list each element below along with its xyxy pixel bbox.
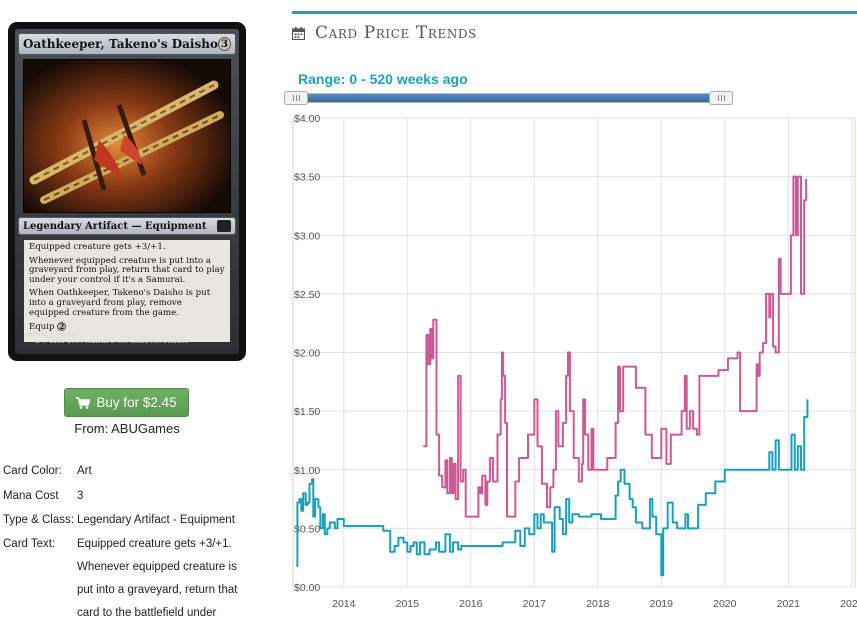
section-header: Card Price Trends [292, 23, 477, 43]
card-copyright: ™ & © 1993–2004 Wizards of the Coast, In… [27, 338, 189, 345]
y-tick-label: $4.00 [294, 113, 320, 125]
series-line-1 [423, 175, 808, 518]
x-tick-label: 2015 [396, 598, 420, 610]
y-tick-label: $1.00 [294, 465, 320, 477]
x-tick-label: 2018 [586, 598, 610, 610]
card-rule-3: When Oathkeeper, Takeno's Daisho is put … [29, 288, 211, 318]
x-tick-label: 2020 [713, 598, 737, 610]
card-rule-2: Whenever equipped creature is put into a… [29, 255, 225, 285]
card-rules-textbox: Equipped creature gets +3/+1. Whenever e… [23, 239, 231, 343]
card-title-bar: Oathkeeper, Takeno's Daisho 3 [18, 33, 236, 55]
grip-icon [717, 95, 725, 101]
y-tick-label: $0.50 [294, 523, 320, 535]
card-equip-line: Equip 2 [29, 322, 225, 333]
range-label: Range: 0 - 520 weeks ago [298, 71, 468, 87]
set-symbol-icon [217, 220, 231, 232]
card-type-bar: Legendary Artifact — Equipment [18, 217, 236, 235]
card-text-line: Equipped creature gets +3/+1. [77, 538, 232, 550]
info-label-color: Card Color: [3, 465, 62, 477]
x-tick-label: 2017 [523, 598, 547, 610]
y-tick-label: $2.00 [294, 348, 320, 360]
seller-line: From: ABUGames [74, 421, 180, 436]
card-text-line: Whenever equipped creature is [77, 561, 237, 573]
calendar-icon [292, 26, 305, 40]
info-value-color: Art [77, 465, 92, 477]
card-frame: Oathkeeper, Takeno's Daisho 3 [15, 29, 239, 354]
x-tick-label: 2016 [459, 598, 483, 610]
y-tick-label: $1.50 [294, 406, 320, 418]
card-credits: Arnie Swekel ™ & © 1993–2004 Wizards of … [27, 330, 189, 346]
card-artwork [23, 59, 231, 213]
buy-button[interactable]: Buy for $2.45 [64, 388, 189, 417]
range-slider-handle-end[interactable] [709, 91, 733, 105]
card-type-line: Legendary Artifact — Equipment [23, 220, 207, 232]
y-tick-label: $2.50 [294, 289, 320, 301]
info-value-type: Legendary Artifact - Equipment [77, 514, 235, 526]
card-rule-1: Equipped creature gets +3/+1. [29, 242, 166, 252]
section-top-rule [292, 11, 857, 14]
x-tick-label: 2014 [332, 598, 356, 610]
section-title: Card Price Trends [315, 23, 477, 43]
grip-icon [292, 95, 300, 101]
y-tick-label: $0.00 [294, 582, 320, 594]
range-slider-selection[interactable] [293, 94, 725, 102]
info-label-mana: Mana Cost [3, 490, 59, 502]
info-label-type: Type & Class: [3, 514, 74, 526]
range-slider-handle-start[interactable] [284, 91, 308, 105]
buy-button-label: Buy for $2.45 [96, 395, 177, 410]
x-tick-label: 2022 [840, 598, 857, 610]
shopping-cart-icon [76, 396, 91, 409]
x-tick-label: 2019 [650, 598, 674, 610]
card-equip-cost: 2 [57, 322, 67, 332]
series-line-2 [296, 399, 809, 577]
card-equip-label: Equip [29, 322, 55, 333]
y-tick-label: $3.00 [294, 230, 320, 242]
x-tick-label: 2021 [777, 598, 801, 610]
price-trend-chart: $0.00 $0.50 $1.00 $1.50 $2.00 $2.50 $3.00 $3.50… [292, 113, 857, 610]
card-image: Oathkeeper, Takeno's Daisho 3 [8, 22, 246, 361]
card-mana-cost: 3 [217, 37, 231, 51]
info-value-mana: 3 [77, 490, 84, 502]
card-artist: Arnie Swekel [27, 330, 79, 338]
info-label-text: Card Text: [3, 538, 56, 550]
y-tick-label: $3.50 [294, 172, 320, 184]
card-name: Oathkeeper, Takeno's Daisho [23, 37, 218, 51]
daisho-swords-illustration [24, 60, 230, 212]
card-text-line: put into a graveyard, return that [77, 584, 238, 596]
